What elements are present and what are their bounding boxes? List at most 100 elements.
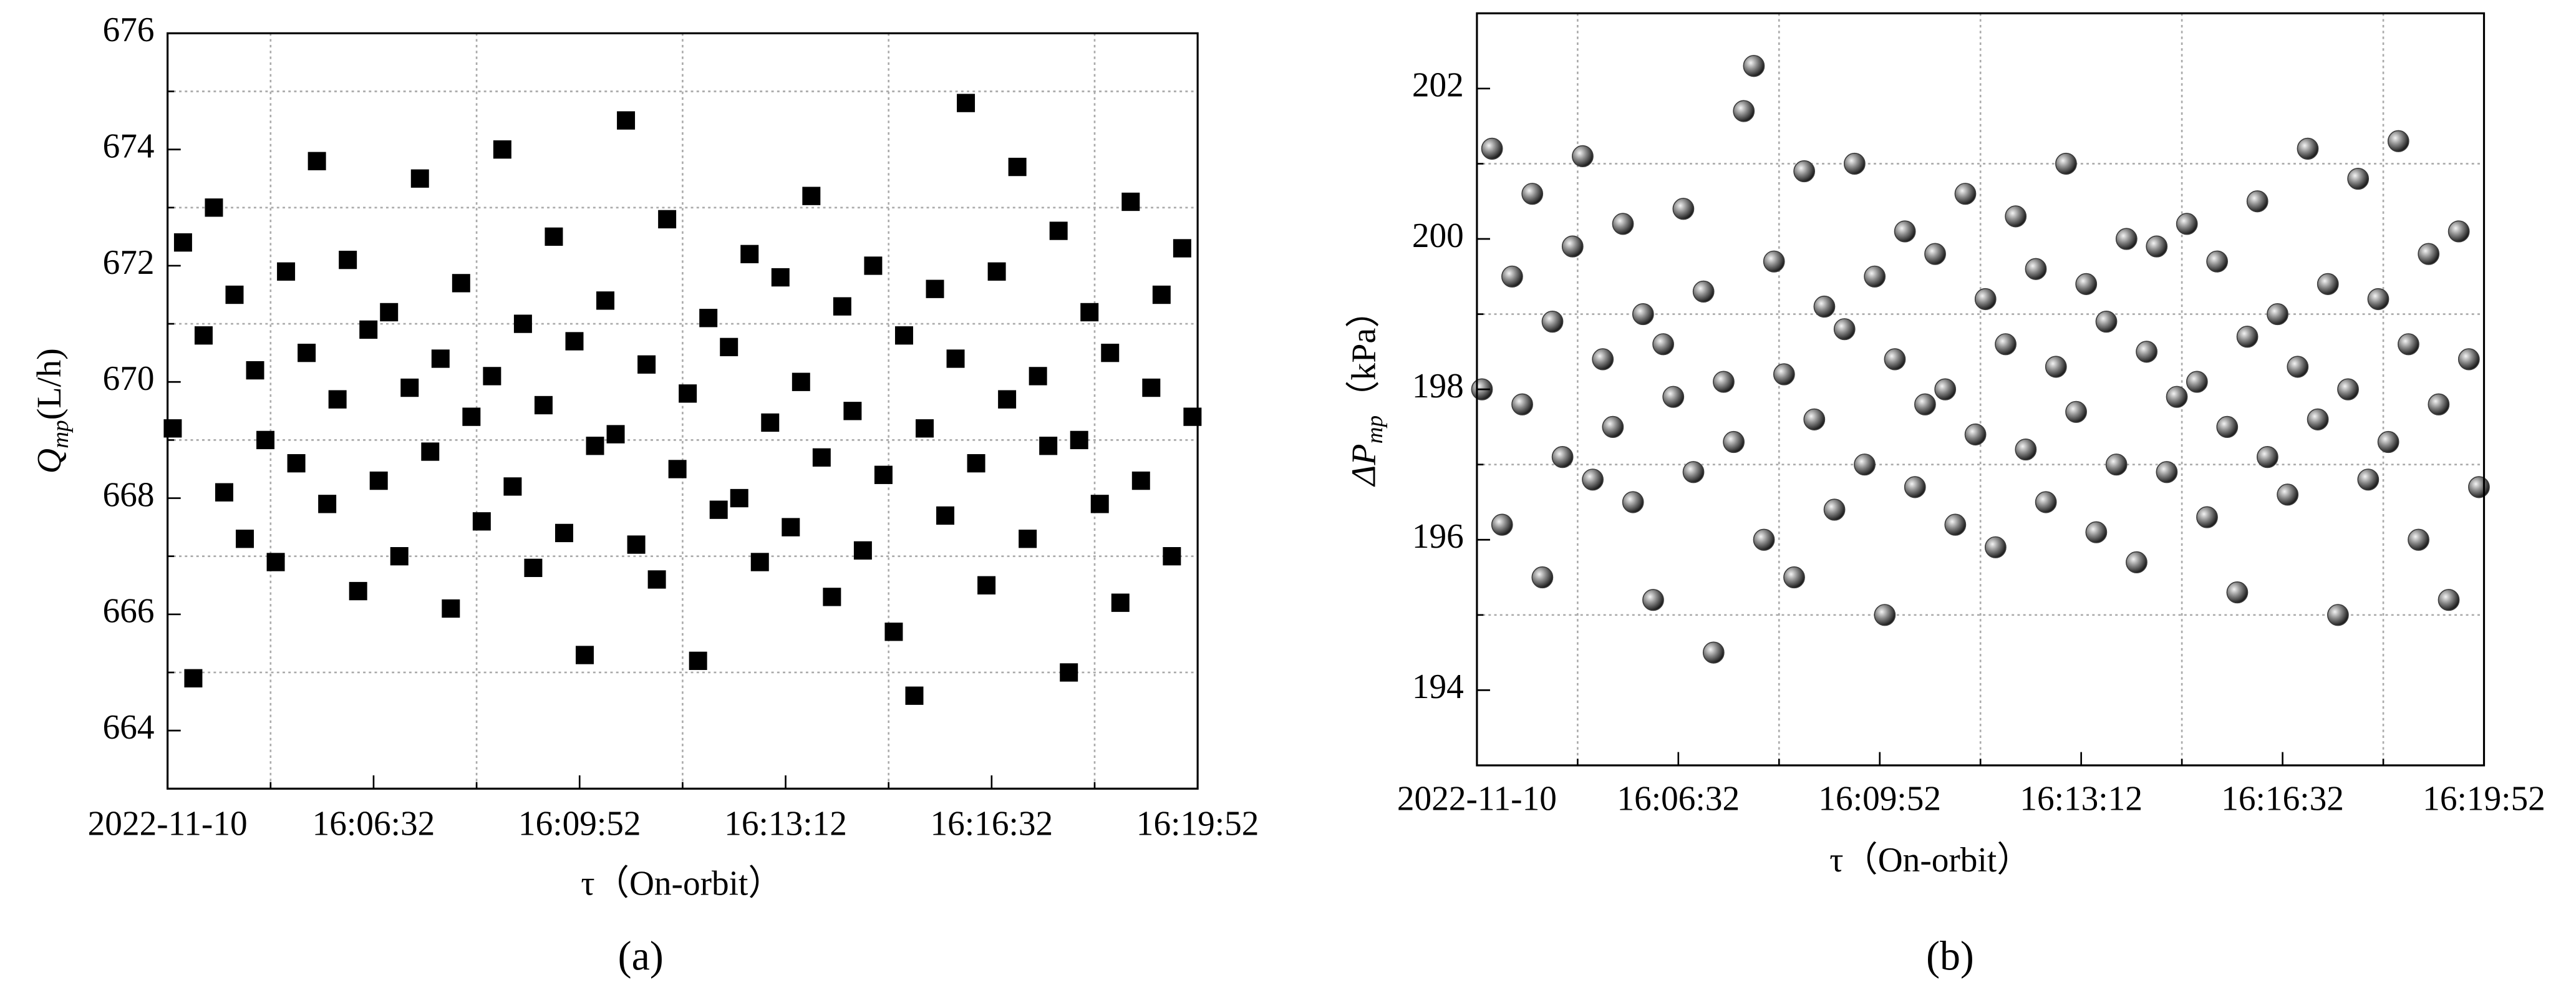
point — [2327, 604, 2349, 626]
y-label-symbol: Q — [30, 449, 69, 473]
point — [2196, 506, 2218, 528]
point — [1152, 285, 1171, 304]
y-tick-label: 672 — [103, 243, 155, 281]
point — [298, 343, 316, 362]
x-tick-label: 16:16:32 — [2221, 779, 2344, 818]
point — [596, 291, 615, 310]
point — [2287, 356, 2309, 378]
point — [1090, 495, 1109, 513]
point — [2065, 400, 2087, 423]
y-label-subscript: mp — [1362, 415, 1388, 444]
point — [802, 187, 821, 205]
point — [905, 686, 924, 705]
point — [874, 465, 893, 484]
point — [2236, 326, 2259, 348]
point — [369, 471, 388, 490]
point — [1884, 348, 1906, 371]
point — [1914, 393, 1936, 415]
point — [472, 512, 491, 531]
point — [699, 309, 718, 328]
point — [215, 483, 233, 502]
point — [1592, 348, 1614, 371]
point — [1561, 235, 1584, 258]
point — [2468, 476, 2490, 498]
x-tick-label: 16:13:12 — [2020, 779, 2143, 818]
x-tick-label: 16:09:52 — [518, 804, 641, 843]
point — [2387, 130, 2409, 152]
point — [2075, 273, 2098, 295]
x-tick-label: 2022-11-10 — [88, 804, 248, 843]
point — [1713, 371, 1735, 393]
point — [1743, 55, 1765, 77]
point — [627, 535, 646, 554]
point — [2317, 273, 2339, 295]
point — [853, 541, 872, 560]
panel: 2022-11-10 16:06:32 16:09:52 16:13:12 16:16:… — [30, 11, 1259, 979]
point — [246, 361, 264, 380]
point — [2186, 371, 2208, 393]
point — [679, 384, 697, 403]
y-tick-label: 668 — [103, 475, 155, 514]
point — [524, 558, 543, 577]
point — [771, 268, 790, 287]
point — [864, 256, 883, 275]
point — [709, 500, 728, 519]
point — [163, 419, 182, 438]
point — [812, 448, 831, 467]
point — [606, 425, 625, 444]
point — [554, 523, 573, 543]
point — [225, 285, 244, 304]
point — [1753, 528, 1775, 551]
point — [2146, 235, 2168, 258]
point — [2256, 446, 2278, 468]
point — [1763, 250, 1785, 273]
point — [1142, 378, 1161, 397]
point — [2115, 228, 2138, 250]
point — [2337, 378, 2359, 400]
point — [1773, 363, 1795, 386]
caption: (a) — [618, 933, 664, 979]
point — [2136, 341, 2157, 363]
point — [957, 94, 976, 112]
point — [2156, 461, 2178, 483]
point — [1723, 430, 1745, 454]
point — [503, 477, 522, 496]
point — [576, 646, 594, 664]
point — [1131, 471, 1150, 490]
point — [2035, 491, 2057, 513]
point — [2226, 581, 2249, 604]
point — [1995, 333, 2017, 356]
y-label-unit: （kPa） — [1344, 293, 1383, 415]
point — [1985, 536, 2007, 558]
point — [1904, 476, 1926, 498]
point — [452, 274, 470, 293]
point — [1501, 265, 1523, 288]
point — [2428, 393, 2450, 415]
point — [1854, 454, 1876, 476]
point — [1541, 311, 1564, 333]
point — [410, 169, 429, 188]
x-tick-label: 16:19:52 — [2423, 779, 2545, 818]
y-tick-label: 666 — [103, 591, 155, 630]
point — [720, 337, 738, 357]
point — [184, 669, 203, 687]
point — [1702, 641, 1725, 664]
caption: (b) — [1926, 933, 1974, 979]
point — [1924, 243, 1946, 265]
point — [977, 576, 996, 594]
point — [1008, 157, 1027, 177]
point — [668, 460, 687, 478]
point — [483, 367, 501, 386]
y-label-subscript: mp — [48, 420, 74, 449]
y-tick-label: 198 — [1412, 367, 1464, 405]
x-tick-label: 16:09:52 — [1818, 779, 1941, 818]
point — [2347, 167, 2370, 190]
point — [2448, 220, 2470, 243]
y-tick-label: 664 — [103, 708, 155, 747]
point — [2418, 243, 2440, 265]
point — [205, 198, 223, 217]
x-axis-label: τ（On-orbit） — [581, 864, 782, 903]
point — [236, 530, 254, 548]
point — [1823, 498, 1846, 521]
point — [1864, 265, 1886, 288]
